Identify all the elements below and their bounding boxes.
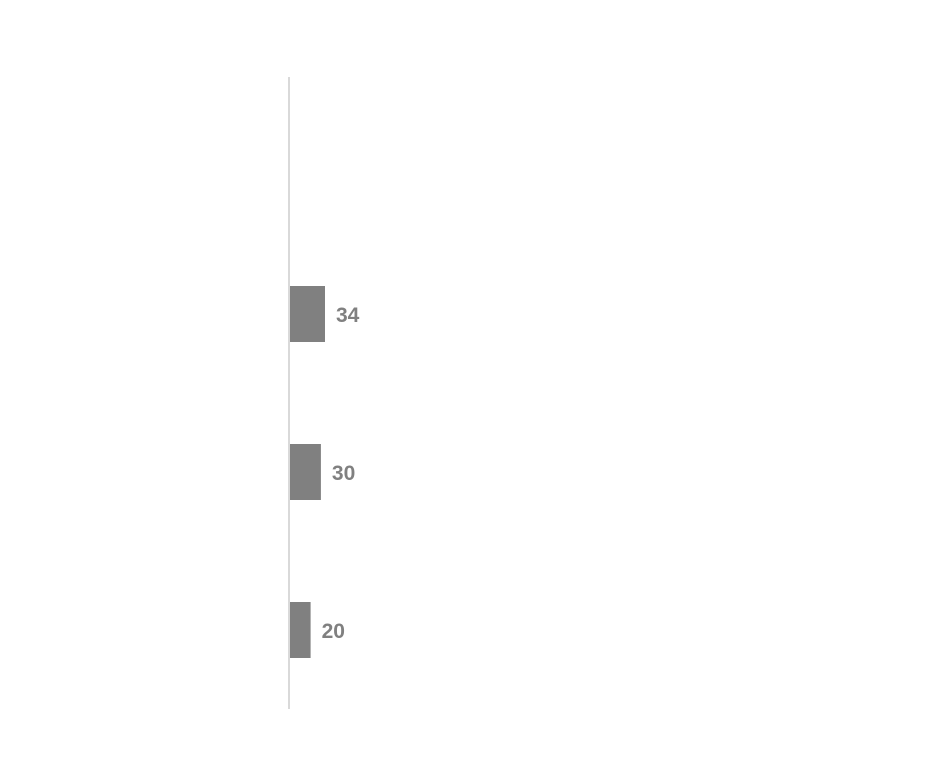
- bar-series: [290, 286, 325, 658]
- data-labels: 34 30 20: [322, 304, 360, 643]
- bar: [290, 444, 321, 500]
- bar: [290, 286, 325, 342]
- bar-value-label: 34: [336, 304, 360, 327]
- bar-value-label: 30: [332, 462, 355, 485]
- bar-value-label: 20: [322, 620, 345, 643]
- bar: [290, 602, 311, 658]
